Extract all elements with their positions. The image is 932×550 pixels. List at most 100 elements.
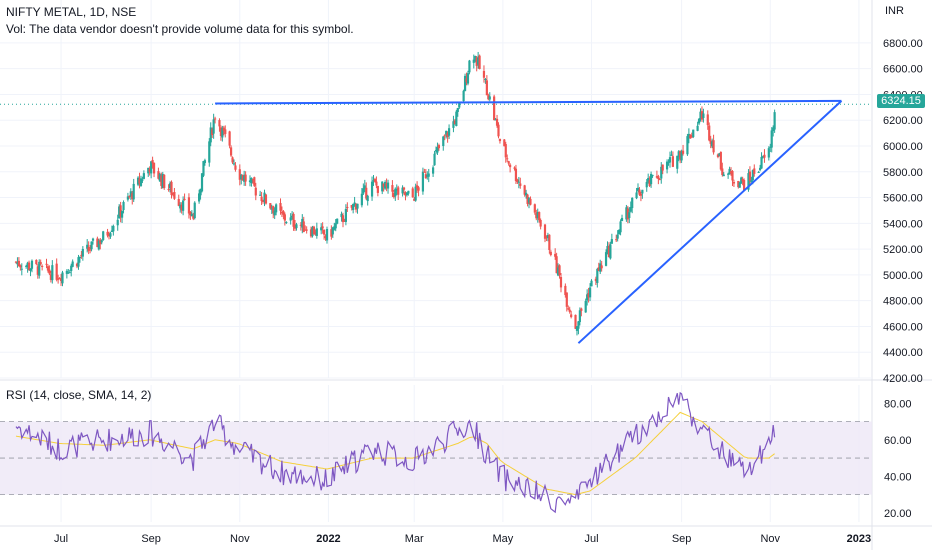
candle-body <box>529 198 532 205</box>
candle-body <box>679 151 682 160</box>
candle-body <box>498 138 502 142</box>
candle-body <box>635 192 638 199</box>
candle-body <box>538 212 541 221</box>
candle-body <box>279 203 282 211</box>
candle-body <box>525 192 528 196</box>
candle-body <box>241 174 244 181</box>
candle-body <box>87 246 90 251</box>
candle-body <box>545 236 548 238</box>
candle-body <box>272 206 275 214</box>
price-tick-label: 5200.00 <box>883 244 923 256</box>
candle-body <box>769 146 772 148</box>
candle-body <box>320 227 323 231</box>
price-tick-label: 4600.00 <box>883 321 923 333</box>
candle-body <box>141 179 144 181</box>
candle-body <box>527 198 531 203</box>
candle-body <box>250 177 253 183</box>
rsi-title: RSI (14, close, SMA, 14, 2) <box>6 388 152 402</box>
candle-body <box>767 148 770 158</box>
rsi-ma-line <box>15 411 775 496</box>
candle-body <box>676 155 679 169</box>
candle-body <box>446 132 449 138</box>
candle-body <box>706 114 709 126</box>
candle-body <box>148 168 151 172</box>
candle-body <box>424 174 427 179</box>
candle-body <box>750 180 753 183</box>
candle-body <box>59 278 63 282</box>
candle-body <box>291 215 294 218</box>
candle-body <box>341 215 345 223</box>
candle-body <box>343 220 346 222</box>
candle-body <box>312 226 316 235</box>
candle-body <box>472 59 475 63</box>
candle-body <box>132 183 135 200</box>
candle-body <box>548 234 551 250</box>
candle-body <box>97 240 100 250</box>
trendline-rising-support <box>577 100 843 344</box>
candle-body <box>689 134 692 139</box>
candle-body <box>107 234 111 237</box>
candle-body <box>109 233 112 237</box>
candle-body <box>212 119 215 134</box>
candle-body <box>495 118 499 126</box>
candle-body <box>453 120 456 124</box>
candle-body <box>700 111 704 120</box>
candle-body <box>322 229 326 235</box>
candle-body <box>740 177 743 184</box>
candle-body <box>229 147 233 156</box>
time-tick-label: Nov <box>230 533 250 545</box>
candle-body <box>314 231 317 235</box>
candle-body <box>539 219 542 227</box>
price-tick-label: 6800.00 <box>883 38 923 50</box>
candle-body <box>507 161 510 164</box>
candle-body <box>67 272 70 274</box>
time-tick-label: Mar <box>405 533 424 545</box>
candle-body <box>14 261 18 263</box>
candle-body <box>618 229 621 235</box>
candle-body <box>177 199 180 206</box>
candle-body <box>190 213 193 217</box>
candle-body <box>219 127 223 136</box>
candle-body <box>722 174 725 177</box>
candle-body <box>455 111 458 126</box>
candle-body <box>150 161 153 174</box>
candle-body <box>543 224 547 239</box>
candle-body <box>131 193 134 200</box>
candle-body <box>434 150 438 152</box>
candle-body <box>293 225 297 229</box>
candle-body <box>282 211 285 215</box>
candle-body <box>596 268 599 283</box>
axes: 4200.00 4400.00 4600.00 4800.00 5000.00 5200.… <box>54 38 923 545</box>
candle-body <box>488 96 491 100</box>
candle-body <box>392 193 395 198</box>
price-tick-label: 6000.00 <box>883 141 923 153</box>
candle-body <box>628 212 631 219</box>
candle-body <box>330 229 333 237</box>
candle-body <box>211 129 214 136</box>
candle-body <box>231 157 234 163</box>
candle-body <box>516 179 519 182</box>
candle-body <box>48 269 51 274</box>
candle-body <box>546 234 550 239</box>
candle-body <box>304 229 307 231</box>
candle-body <box>741 178 744 182</box>
price-tick-label: 5600.00 <box>883 193 923 205</box>
candle-body <box>667 161 670 163</box>
candle-body <box>417 187 420 191</box>
candle-body <box>259 194 262 196</box>
candle-body <box>41 265 44 267</box>
candle-body <box>122 202 125 210</box>
candle-body <box>558 265 561 276</box>
candle-body <box>360 193 363 206</box>
candle-body <box>334 223 337 229</box>
candle-body <box>38 261 41 276</box>
candle-body <box>301 218 304 228</box>
candle-body <box>648 180 651 186</box>
candle-body <box>224 129 227 134</box>
price-tick-label: 4800.00 <box>883 296 923 308</box>
candle-body <box>198 193 201 202</box>
candle-body <box>189 211 192 216</box>
chart-title: NIFTY METAL, 1D, NSE <box>6 5 137 19</box>
candle-body <box>26 262 29 268</box>
candle-body <box>375 181 378 186</box>
